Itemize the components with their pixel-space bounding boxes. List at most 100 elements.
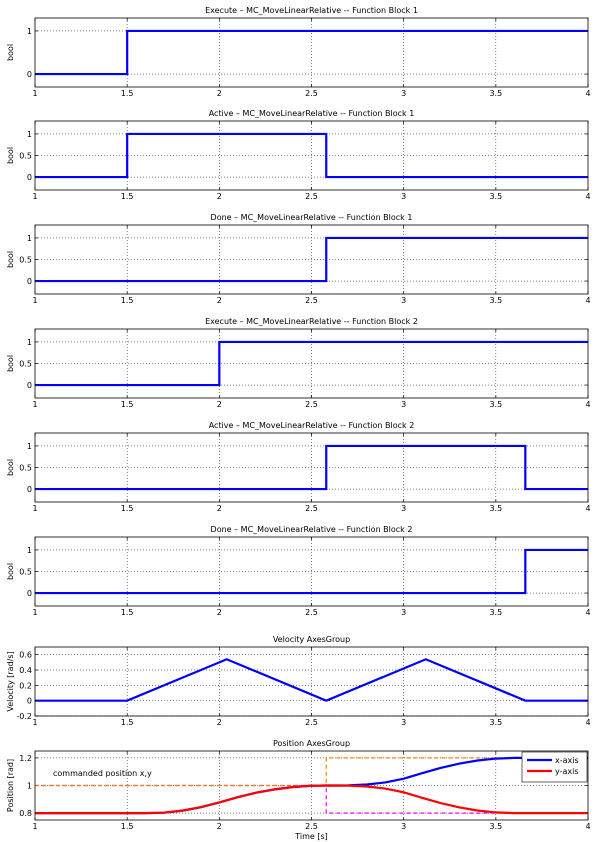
x-tick-label: 3.5 xyxy=(489,504,502,513)
axes-frame xyxy=(34,432,589,503)
y-tick-label: 1 xyxy=(27,782,32,791)
y-axis-label: bool xyxy=(6,251,15,268)
x-tick-label: 2.5 xyxy=(305,718,318,727)
subplot-title: Velocity AxesGroup xyxy=(273,635,350,644)
y-axis-label: Velocity [rad/s] xyxy=(6,651,15,711)
x-tick-label: 1 xyxy=(32,400,37,409)
y-tick-label: 1 xyxy=(27,442,32,451)
y-tick-label: 0 xyxy=(27,381,32,390)
subplot-title: Active – MC_MoveLinearRelative -- Functi… xyxy=(209,421,415,430)
legend-label: y-axis xyxy=(555,767,579,776)
axes-frame xyxy=(34,536,589,607)
x-tick-label: 4 xyxy=(585,400,590,409)
x-tick-label: 3 xyxy=(401,400,406,409)
legend-box xyxy=(521,751,588,783)
y-tick-label: 0 xyxy=(27,173,32,182)
subplot-title: Active – MC_MoveLinearRelative -- Functi… xyxy=(209,109,415,118)
series-line-1 xyxy=(35,29,588,76)
y-tick-label: 0.5 xyxy=(19,360,32,369)
x-tick-label: 1.5 xyxy=(121,608,134,617)
x-tick-label: 2.5 xyxy=(305,89,318,98)
subplot-1: 1 1.5 2 2.5 3 3.5 4 0 1 Execute – MC_MoveLinearRe… xyxy=(6,6,591,98)
legend-label: x-axis xyxy=(555,756,579,765)
x-tick-label: 4 xyxy=(585,296,590,305)
x-tick-label: 3.5 xyxy=(489,718,502,727)
y-axis-label: bool xyxy=(6,44,15,61)
x-tick-label: 3.5 xyxy=(489,822,502,831)
x-tick-label: 1 xyxy=(32,608,37,617)
y-tick-label: 1 xyxy=(27,338,32,347)
x-tick-label: 1 xyxy=(32,89,37,98)
y-tick-label: 0.5 xyxy=(19,568,32,577)
y-tick-label: 0 xyxy=(27,485,32,494)
y-tick-label: 0 xyxy=(27,697,32,706)
x-tick-label: 3.5 xyxy=(489,296,502,305)
legend: x-axis y-axis xyxy=(521,751,588,783)
x-tick-label: 3.5 xyxy=(489,608,502,617)
y-axis-label: Position [rad] xyxy=(6,759,15,812)
x-tick-label: 1.5 xyxy=(121,296,134,305)
series-line-4 xyxy=(35,784,588,815)
x-tick-label: 2 xyxy=(217,89,222,98)
x-tick-label: 3 xyxy=(401,718,406,727)
subplot-title: Position AxesGroup xyxy=(273,739,350,748)
subplot-title: Done – MC_MoveLinearRelative -- Function… xyxy=(211,213,413,222)
subplot-5: 1 1.5 2 2.5 3 3.5 4 0 0.5 1 Active – MC_MoveLinear… xyxy=(6,421,591,513)
x-tick-label: 3 xyxy=(401,608,406,617)
y-tick-label: 1.2 xyxy=(19,754,32,763)
x-tick-label: 2.5 xyxy=(305,192,318,201)
series-line-1 xyxy=(35,658,588,702)
y-tick-label: 0.5 xyxy=(19,464,32,473)
annotation-text: commanded position x,y xyxy=(53,769,152,778)
plot-area xyxy=(35,647,588,716)
x-tick-label: 2 xyxy=(217,718,222,727)
y-tick-label: 0 xyxy=(27,277,32,286)
x-tick-label: 2 xyxy=(217,192,222,201)
axes-frame xyxy=(34,224,589,295)
y-tick-label: 0.5 xyxy=(19,152,32,161)
x-tick-label: 2 xyxy=(217,296,222,305)
x-tick-label: 1 xyxy=(32,504,37,513)
x-tick-label: 4 xyxy=(585,718,590,727)
y-tick-label: 0.4 xyxy=(19,666,32,675)
x-tick-label: 2 xyxy=(217,504,222,513)
x-tick-label: 4 xyxy=(585,504,590,513)
x-axis-label: Time [s] xyxy=(294,832,328,841)
x-tick-label: 4 xyxy=(585,89,590,98)
x-tick-label: 4 xyxy=(585,608,590,617)
y-tick-label: 0.8 xyxy=(19,809,32,818)
x-tick-label: 3.5 xyxy=(489,400,502,409)
x-tick-label: 1 xyxy=(32,822,37,831)
x-tick-label: 2.5 xyxy=(305,822,318,831)
axes-frame xyxy=(34,120,589,191)
x-tick-label: 3.5 xyxy=(489,89,502,98)
subplot-2: 1 1.5 2 2.5 3 3.5 4 0 0.5 1 Active – MC_MoveLinear… xyxy=(6,109,591,201)
x-tick-label: 2 xyxy=(217,608,222,617)
y-axis-label: bool xyxy=(6,459,15,476)
x-tick-label: 2.5 xyxy=(305,608,318,617)
subplot-3: 1 1.5 2 2.5 3 3.5 4 0 0.5 1 Done – MC_MoveLinearRe… xyxy=(6,213,591,305)
subplot-4: 1 1.5 2 2.5 3 3.5 4 0 0.5 1 Execute – MC_MoveLinea… xyxy=(6,317,591,409)
plot-area xyxy=(35,18,588,87)
x-tick-label: 1.5 xyxy=(121,504,134,513)
x-tick-label: 3 xyxy=(401,192,406,201)
y-tick-label: 0.2 xyxy=(19,681,32,690)
y-tick-label: 0.5 xyxy=(19,256,32,265)
x-tick-label: 2 xyxy=(217,400,222,409)
x-tick-label: 1 xyxy=(32,192,37,201)
series-line-1 xyxy=(35,444,588,491)
x-tick-label: 3.5 xyxy=(489,192,502,201)
x-tick-label: 2.5 xyxy=(305,504,318,513)
y-axis-label: bool xyxy=(6,147,15,164)
axes-frame xyxy=(34,17,589,88)
y-tick-label: 1 xyxy=(27,234,32,243)
subplot-title: Done – MC_MoveLinearRelative -- Function… xyxy=(211,525,413,534)
x-tick-label: 2 xyxy=(217,822,222,831)
subplot-6: 1 1.5 2 2.5 3 3.5 4 0 0.5 1 Done – MC_MoveLinearRe… xyxy=(6,525,591,617)
axes-frame xyxy=(34,328,589,399)
series-line-1 xyxy=(35,236,588,283)
y-tick-label: 0 xyxy=(27,70,32,79)
x-tick-label: 1 xyxy=(32,718,37,727)
x-tick-label: 2.5 xyxy=(305,400,318,409)
